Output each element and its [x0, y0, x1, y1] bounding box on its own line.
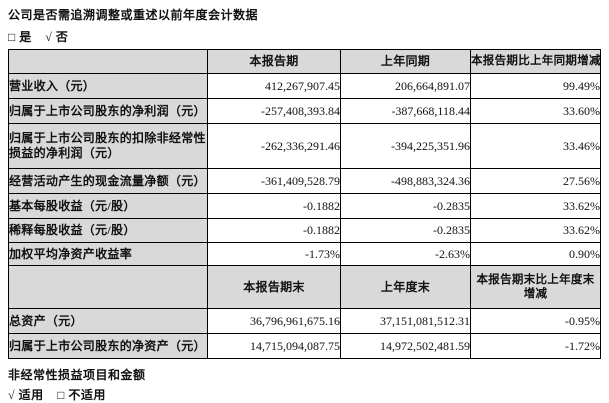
applicability-choice-row: √ 适用 □ 不适用: [8, 386, 116, 403]
key-financials-table: 本报告期 上年同期 本报告期比上年同期增减 营业收入（元） 412,267,90…: [8, 49, 601, 359]
row-label-cell: 加权平均净资产收益率: [8, 242, 208, 266]
current-eop-value: 14,715,094,087.75: [207, 333, 341, 359]
header-eop-change: 本报告期末比上年度末增减: [470, 265, 601, 309]
header-prior-eop: 上年度末: [340, 265, 471, 309]
row-label-cell: 稀释每股收益（元/股）: [8, 218, 208, 243]
change-value: 99.49%: [470, 73, 601, 99]
row-label-cell: 经营活动产生的现金流量净额（元）: [8, 168, 208, 194]
row-label-cell: 营业收入（元）: [8, 73, 208, 99]
header-period-change: 本报告期比上年同期增减: [470, 49, 601, 74]
row-label-cell: 总资产（元）: [8, 308, 208, 334]
current-period-value: -262,336,291.46: [207, 123, 341, 169]
prior-eop-value: 14,972,502,481.59: [340, 333, 471, 359]
restate-yes-option: □ 是: [8, 30, 32, 44]
table-row-net-profit: 归属于上市公司股东的净利润（元） -257,408,393.84 -387,66…: [8, 98, 601, 124]
prior-period-value: -394,225,351.96: [340, 123, 471, 169]
header-current-period: 本报告期: [207, 49, 341, 74]
prior-period-value: -0.2835: [340, 193, 471, 219]
eop-header-row: 本报告期末 上年度末 本报告期末比上年度末增减: [8, 265, 601, 309]
row-label-cell: 归属于上市公司股东的净资产（元）: [8, 333, 208, 359]
row-label-cell: 归属于上市公司股东的净利润（元）: [8, 98, 208, 124]
table-row-net-assets: 归属于上市公司股东的净资产（元） 14,715,094,087.75 14,97…: [8, 333, 601, 359]
not-applicable-option: □ 不适用: [57, 388, 106, 402]
current-eop-value: 36,796,961,675.16: [207, 308, 341, 334]
current-period-value: -0.1882: [207, 193, 341, 219]
restate-no-option: √ 否: [45, 30, 69, 44]
nonrecurring-section-title: 非经常性损益项目和金额: [8, 368, 146, 382]
applicable-option: √ 适用: [8, 388, 44, 402]
change-value: 33.62%: [470, 193, 601, 219]
prior-period-value: -387,668,118.44: [340, 98, 471, 124]
prior-period-value: -0.2835: [340, 218, 471, 243]
change-value: 33.46%: [470, 123, 601, 169]
prior-period-value: -498,883,324.36: [340, 168, 471, 194]
table-row-basic-eps: 基本每股收益（元/股） -0.1882 -0.2835 33.62%: [8, 193, 601, 219]
current-period-value: -361,409,528.79: [207, 168, 341, 194]
header-prior-period: 上年同期: [340, 49, 471, 74]
table-row-net-profit-excl-nonrecurring: 归属于上市公司股东的扣除非经常性损益的净利润（元） -262,336,291.4…: [8, 123, 601, 169]
change-value: 33.60%: [470, 98, 601, 124]
current-period-value: -0.1882: [207, 218, 341, 243]
prior-period-value: 206,664,891.07: [340, 73, 471, 99]
header-empty-cell: [8, 265, 208, 309]
restatement-choice-row: □ 是 √ 否: [8, 28, 78, 45]
table-row-revenue: 营业收入（元） 412,267,907.45 206,664,891.07 99…: [8, 73, 601, 99]
table-row-total-assets: 总资产（元） 36,796,961,675.16 37,151,081,512.…: [8, 308, 601, 334]
change-value: 33.62%: [470, 218, 601, 243]
table-row-weighted-avg-roe: 加权平均净资产收益率 -1.73% -2.63% 0.90%: [8, 242, 601, 266]
prior-eop-value: 37,151,081,512.31: [340, 308, 471, 334]
current-period-value: -1.73%: [207, 242, 341, 266]
change-value: -1.72%: [470, 333, 601, 359]
header-current-eop: 本报告期末: [207, 265, 341, 309]
row-label-cell: 归属于上市公司股东的扣除非经常性损益的净利润（元）: [8, 123, 208, 169]
period-header-row: 本报告期 上年同期 本报告期比上年同期增减: [8, 49, 601, 74]
change-value: 0.90%: [470, 242, 601, 266]
restatement-question: 公司是否需追溯调整或重述以前年度会计数据: [8, 8, 259, 22]
change-value: 27.56%: [470, 168, 601, 194]
row-label-cell: 基本每股收益（元/股）: [8, 193, 208, 219]
table-row-operating-cash-flow: 经营活动产生的现金流量净额（元） -361,409,528.79 -498,88…: [8, 168, 601, 194]
prior-period-value: -2.63%: [340, 242, 471, 266]
header-empty-cell: [8, 49, 208, 74]
current-period-value: 412,267,907.45: [207, 73, 341, 99]
table-row-diluted-eps: 稀释每股收益（元/股） -0.1882 -0.2835 33.62%: [8, 218, 601, 243]
current-period-value: -257,408,393.84: [207, 98, 341, 124]
change-value: -0.95%: [470, 308, 601, 334]
